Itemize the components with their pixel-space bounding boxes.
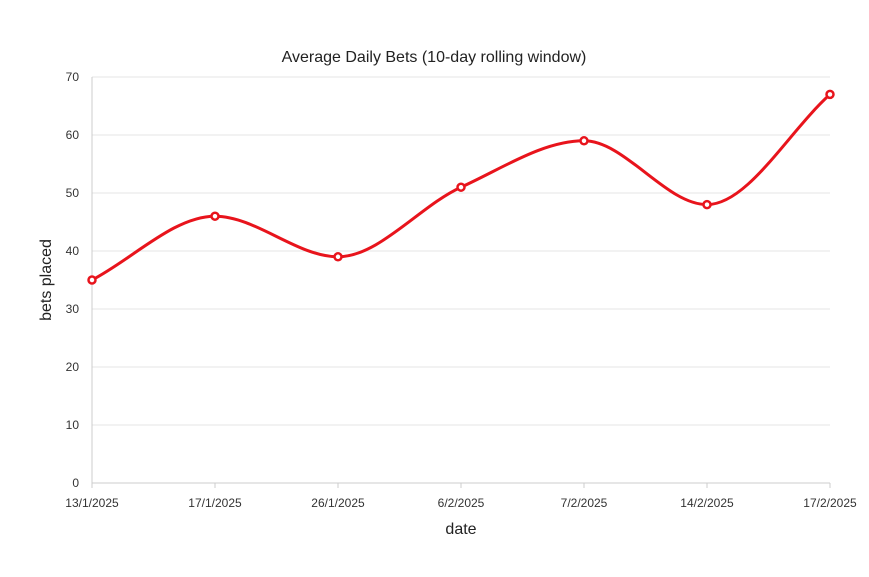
chart-title: Average Daily Bets (10-day rolling windo… <box>282 49 587 66</box>
y-tick-label: 0 <box>72 476 79 490</box>
y-tick-label: 50 <box>66 186 80 200</box>
data-point <box>456 182 466 192</box>
x-axis-label: date <box>445 521 476 538</box>
y-tick-label: 60 <box>66 128 80 142</box>
data-point <box>333 252 343 262</box>
data-point <box>825 89 835 100</box>
data-point <box>87 275 97 285</box>
data-point <box>702 199 712 210</box>
x-tick-label: 13/1/2025 <box>65 496 119 510</box>
x-tick-label: 14/2/2025 <box>680 496 734 510</box>
x-tick-label: 17/1/2025 <box>188 496 242 510</box>
y-tick-label: 20 <box>66 360 80 374</box>
y-tick-label: 30 <box>66 302 80 316</box>
gridlines <box>92 76 830 426</box>
y-tick-label: 40 <box>66 244 80 258</box>
data-points <box>87 89 835 285</box>
x-tick-label: 17/2/2025 <box>803 496 857 510</box>
y-axis-ticks: 0 10 20 30 40 50 60 70 <box>66 70 80 490</box>
y-tick-label: 10 <box>66 418 80 432</box>
x-tick-label: 6/2/2025 <box>438 496 485 510</box>
x-tick-label: 7/2/2025 <box>561 496 608 510</box>
x-tick-label: 26/1/2025 <box>311 496 365 510</box>
y-tick-label: 70 <box>66 70 80 84</box>
data-point <box>579 136 589 146</box>
x-axis-ticks: 13/1/2025 17/1/2025 26/1/2025 6/2/2025 7/2/2… <box>65 483 857 510</box>
y-axis-label: bets placed <box>38 239 55 321</box>
data-point <box>210 211 220 221</box>
